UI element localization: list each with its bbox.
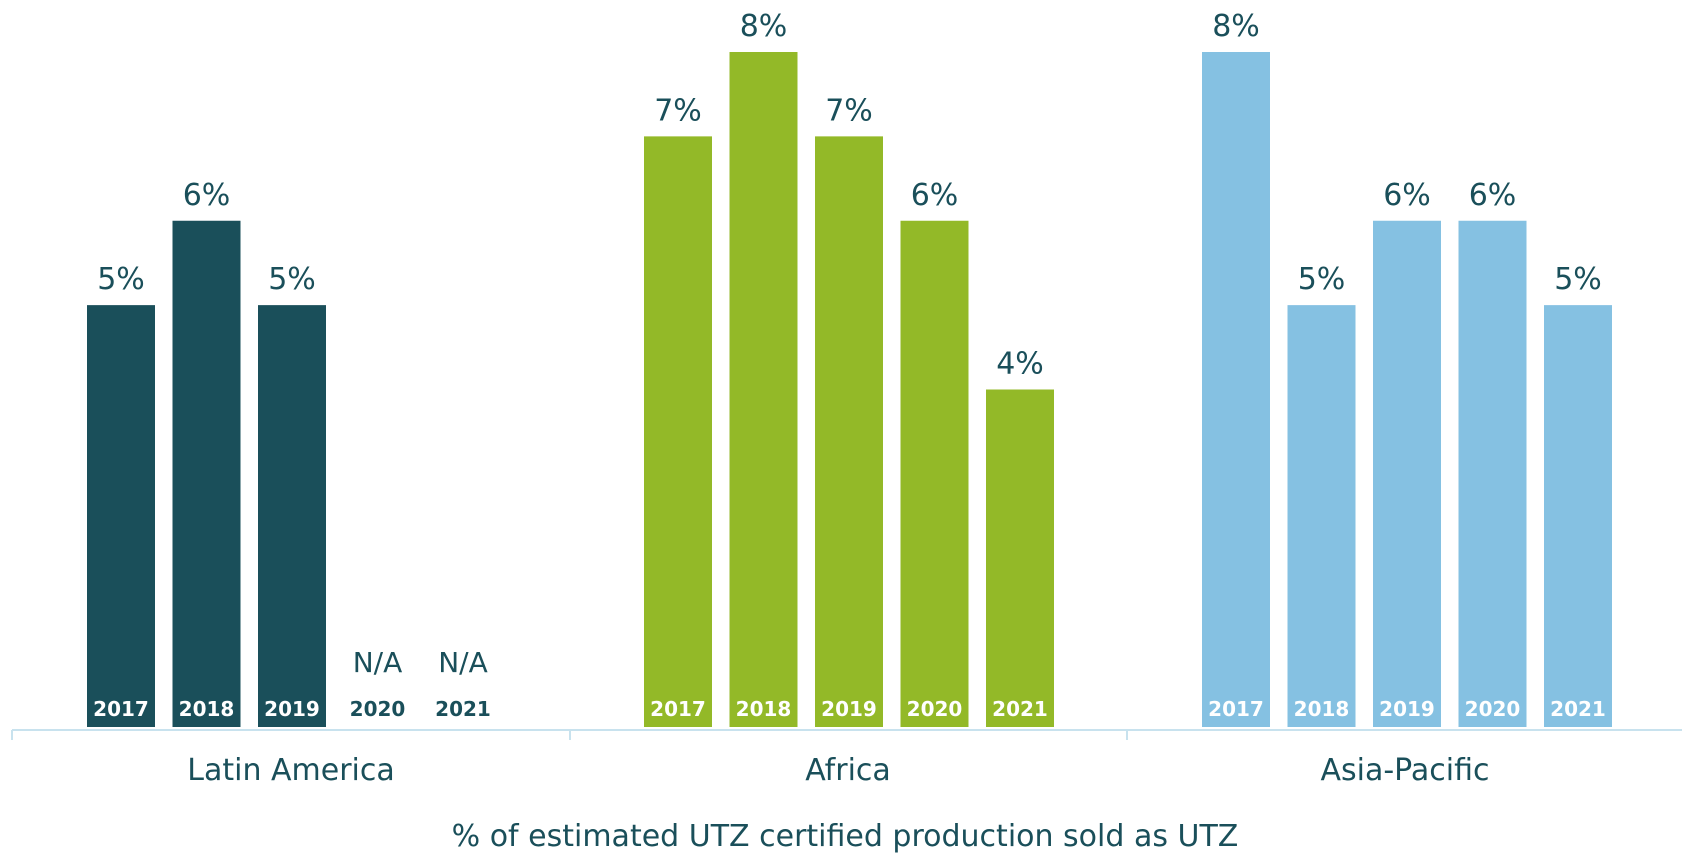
year-label-africa-2021: 2021 <box>992 697 1048 721</box>
x-axis-title: % of estimated UTZ certified production … <box>452 819 1239 854</box>
bar-asia-pacific-2019 <box>1373 220 1441 727</box>
data-label-africa-2020: 6% <box>911 178 959 213</box>
bar-asia-pacific-2018 <box>1287 305 1356 727</box>
bar-africa-2020 <box>900 220 969 727</box>
year-label-asia-pacific-2020: 2020 <box>1465 697 1521 721</box>
data-label-africa-2019: 7% <box>825 93 873 128</box>
year-label-latin-america-2021: 2021 <box>435 697 491 721</box>
group-label-africa: Africa <box>805 753 891 788</box>
data-label-asia-pacific-2018: 5% <box>1298 262 1346 297</box>
bar-latin-america-2017 <box>87 305 155 727</box>
data-label-africa-2021: 4% <box>996 347 1044 382</box>
bar-latin-america-2018 <box>172 220 241 727</box>
bar-africa-2021 <box>986 389 1054 727</box>
year-label-latin-america-2018: 2018 <box>179 697 235 721</box>
data-label-africa-2017: 7% <box>654 93 702 128</box>
year-label-asia-pacific-2017: 2017 <box>1208 697 1264 721</box>
bar-asia-pacific-2020 <box>1458 220 1527 727</box>
bar-asia-pacific-2021 <box>1544 305 1612 727</box>
year-label-africa-2017: 2017 <box>650 697 706 721</box>
bar-africa-2018 <box>729 52 798 727</box>
data-label-africa-2018: 8% <box>740 9 788 44</box>
year-label-asia-pacific-2019: 2019 <box>1379 697 1435 721</box>
bar-latin-america-2019 <box>258 305 326 727</box>
bar-asia-pacific-2017 <box>1202 52 1270 727</box>
data-label-latin-america-2019: 5% <box>268 262 316 297</box>
group-label-asia-pacific: Asia-Pacific <box>1320 753 1489 788</box>
group-label-latin-america: Latin America <box>187 753 395 788</box>
year-label-africa-2019: 2019 <box>821 697 877 721</box>
data-label-latin-america-2018: 6% <box>183 178 231 213</box>
na-label-latin-america-2020: N/A <box>353 646 403 679</box>
year-label-latin-america-2019: 2019 <box>264 697 320 721</box>
data-label-latin-america-2017: 5% <box>97 262 145 297</box>
year-label-asia-pacific-2018: 2018 <box>1294 697 1350 721</box>
data-label-asia-pacific-2020: 6% <box>1469 178 1517 213</box>
year-label-asia-pacific-2021: 2021 <box>1550 697 1606 721</box>
year-label-africa-2018: 2018 <box>736 697 792 721</box>
data-label-asia-pacific-2017: 8% <box>1212 9 1260 44</box>
data-label-asia-pacific-2019: 6% <box>1383 178 1431 213</box>
year-label-latin-america-2017: 2017 <box>93 697 149 721</box>
data-label-asia-pacific-2021: 5% <box>1554 262 1602 297</box>
bar-africa-2019 <box>815 136 883 727</box>
year-label-latin-america-2020: 2020 <box>350 697 406 721</box>
bars-layer: 5% 2017 6% 2018 5% 2019 N/A 2020 N/A 2021 Latin Am… <box>11 9 1612 788</box>
na-label-latin-america-2021: N/A <box>438 646 488 679</box>
bar-africa-2017 <box>644 136 712 727</box>
year-label-africa-2020: 2020 <box>907 697 963 721</box>
